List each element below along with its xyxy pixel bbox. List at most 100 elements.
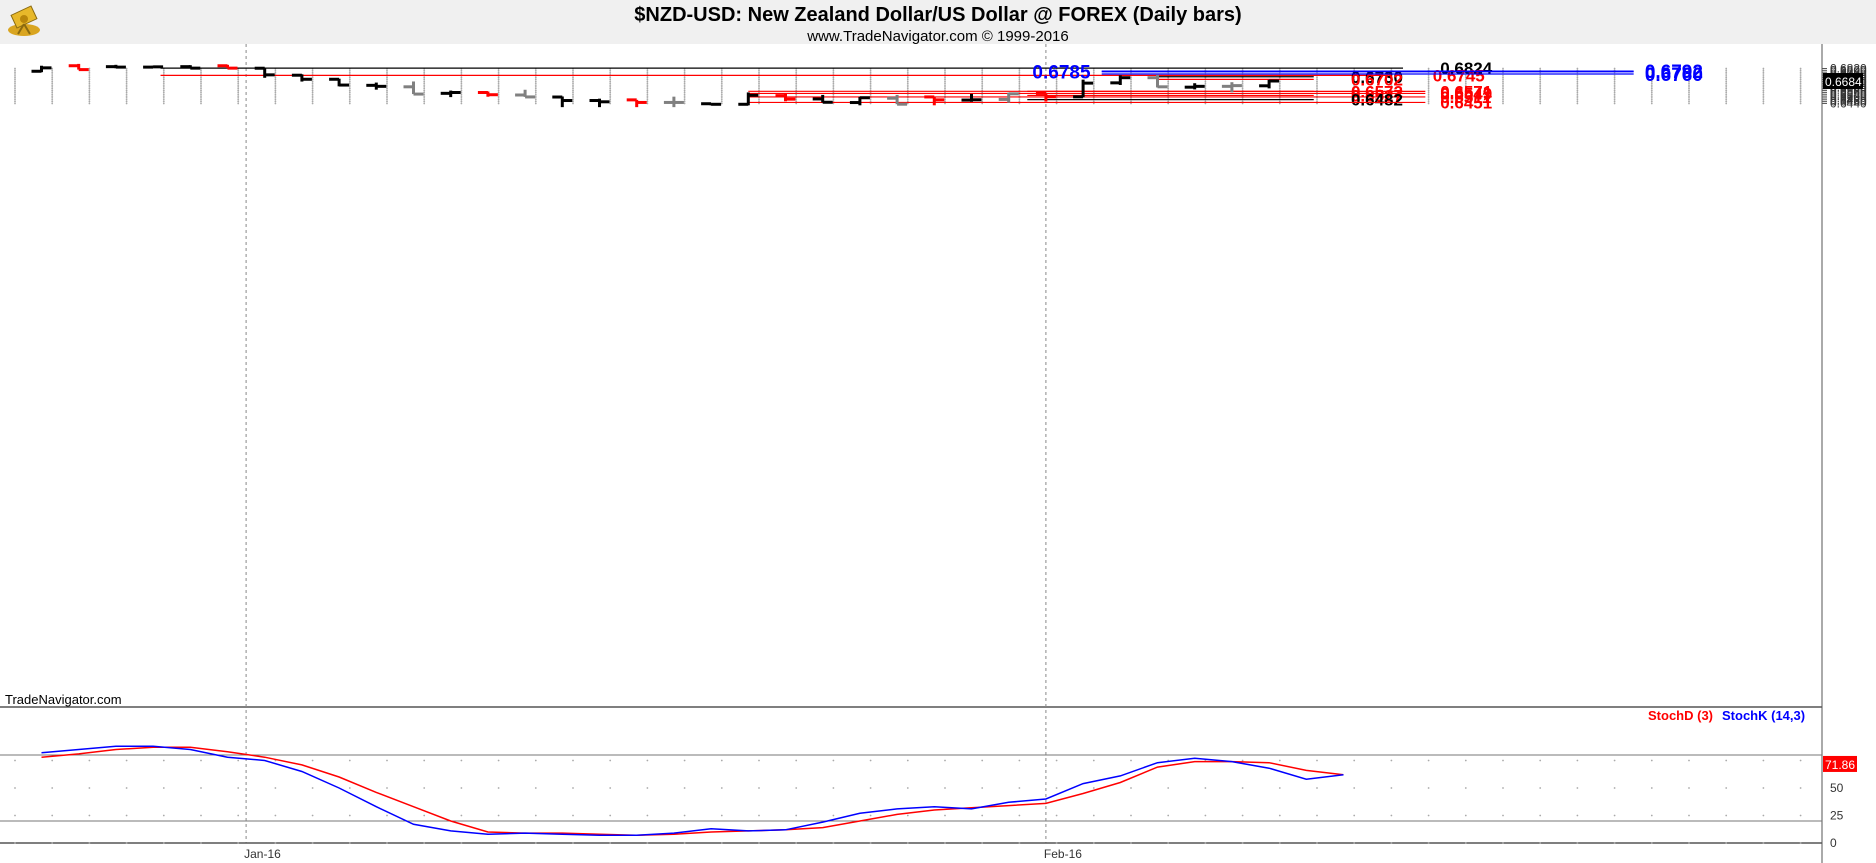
- stoch-series-line: [41, 746, 1344, 837]
- grid-dot: [1390, 76, 1393, 79]
- grid-dot: [1353, 76, 1356, 79]
- grid-dot: [572, 76, 574, 79]
- y-tick-label: 0.6520: [1830, 89, 1867, 103]
- grid-dot: [237, 89, 240, 92]
- grid-dot: [1725, 759, 1728, 762]
- grid-dot: [1204, 87, 1207, 90]
- grid-dot: [311, 842, 314, 844]
- ohlc-bar: [1147, 74, 1168, 89]
- grid-dot: [869, 86, 872, 88]
- grid-dot: [1650, 76, 1653, 79]
- grid-dot: [88, 80, 91, 83]
- grid-dot: [646, 69, 649, 72]
- grid-dot: [386, 100, 388, 103]
- grid-dot: [944, 87, 946, 90]
- grid-dot: [981, 76, 984, 79]
- ohlc-bar: [961, 93, 982, 102]
- grid-dot: [125, 76, 128, 79]
- grid-dot: [1613, 76, 1616, 79]
- grid-dot: [1613, 814, 1616, 817]
- grid-dot: [1502, 97, 1504, 99]
- ohlc-bar: [663, 96, 684, 108]
- grid-dot: [646, 93, 649, 96]
- grid-dot: [1204, 82, 1207, 85]
- grid-dot: [758, 102, 760, 105]
- grid-dot: [1539, 787, 1542, 789]
- grid-dot: [795, 80, 798, 83]
- grid-dot: [51, 76, 54, 79]
- grid-dot: [1613, 75, 1616, 77]
- grid-dot: [14, 67, 16, 70]
- grid-dot: [200, 86, 202, 88]
- grid-dot: [348, 86, 351, 88]
- grid-dot: [1390, 78, 1393, 81]
- grid-dot: [1762, 842, 1765, 844]
- grid-dot: [51, 759, 54, 762]
- grid-dot: [1762, 95, 1765, 97]
- grid-dot: [832, 814, 835, 817]
- grid-dot: [125, 69, 128, 72]
- target-label: 0.6792: [1645, 62, 1703, 83]
- grid-dot: [237, 84, 240, 86]
- grid-dot: [758, 80, 760, 83]
- grid-dot: [1427, 76, 1430, 79]
- grid-dot: [1353, 98, 1356, 101]
- grid-dot: [51, 67, 54, 70]
- grid-dot: [423, 759, 426, 762]
- grid-dot: [1130, 82, 1132, 85]
- grid-dot: [832, 78, 835, 81]
- grid-dot: [572, 814, 574, 817]
- grid-dot: [1241, 86, 1244, 88]
- grid-dot: [237, 787, 240, 789]
- grid-dot: [1241, 84, 1244, 86]
- grid-dot: [981, 69, 984, 72]
- grid-dot: [311, 71, 314, 74]
- grid-dot: [1650, 84, 1653, 86]
- ohlc-bar: [31, 65, 52, 73]
- grid-dot: [1278, 102, 1281, 105]
- grid-dot: [1278, 84, 1281, 86]
- grid-dot: [1092, 76, 1095, 79]
- grid-dot: [1316, 87, 1318, 90]
- grid-dot: [423, 84, 426, 86]
- grid-dot: [1576, 95, 1579, 97]
- ohlc-bar: [477, 91, 498, 97]
- grid-dot: [14, 76, 16, 79]
- grid-dot: [497, 86, 500, 88]
- grid-dot: [88, 89, 91, 92]
- ohlc-bar: [1110, 75, 1131, 85]
- grid-dot: [348, 78, 351, 81]
- grid-dot: [720, 71, 723, 74]
- grid-dot: [1650, 93, 1653, 96]
- grid-dot: [460, 842, 463, 844]
- grid-dot: [1055, 84, 1058, 86]
- grid-dot: [1762, 97, 1765, 99]
- grid-dot: [200, 93, 202, 96]
- grid-dot: [162, 89, 165, 92]
- level-label: 0.6730: [1351, 68, 1403, 87]
- grid-dot: [311, 759, 314, 762]
- target-label: 0.6760: [1645, 65, 1703, 86]
- grid-dot: [1576, 759, 1579, 762]
- grid-dot: [1092, 69, 1095, 72]
- grid-dot: [274, 91, 277, 94]
- grid-dot: [832, 86, 835, 88]
- grid-dot: [1278, 787, 1281, 789]
- grid-dot: [1650, 69, 1653, 72]
- grid-dot: [609, 84, 612, 86]
- grid-dot: [683, 100, 686, 103]
- grid-dot: [1241, 87, 1244, 90]
- grid-dot: [88, 69, 91, 72]
- grid-dot: [1799, 91, 1802, 94]
- grid-dot: [274, 98, 277, 101]
- grid-dot: [720, 95, 723, 97]
- grid-dot: [386, 80, 388, 83]
- grid-dot: [200, 787, 202, 789]
- grid-dot: [460, 100, 463, 103]
- grid-dot: [1539, 67, 1542, 70]
- grid-dot: [1018, 842, 1021, 844]
- grid-dot: [1762, 89, 1765, 92]
- grid-dot: [51, 787, 54, 789]
- grid-dot: [1799, 69, 1802, 72]
